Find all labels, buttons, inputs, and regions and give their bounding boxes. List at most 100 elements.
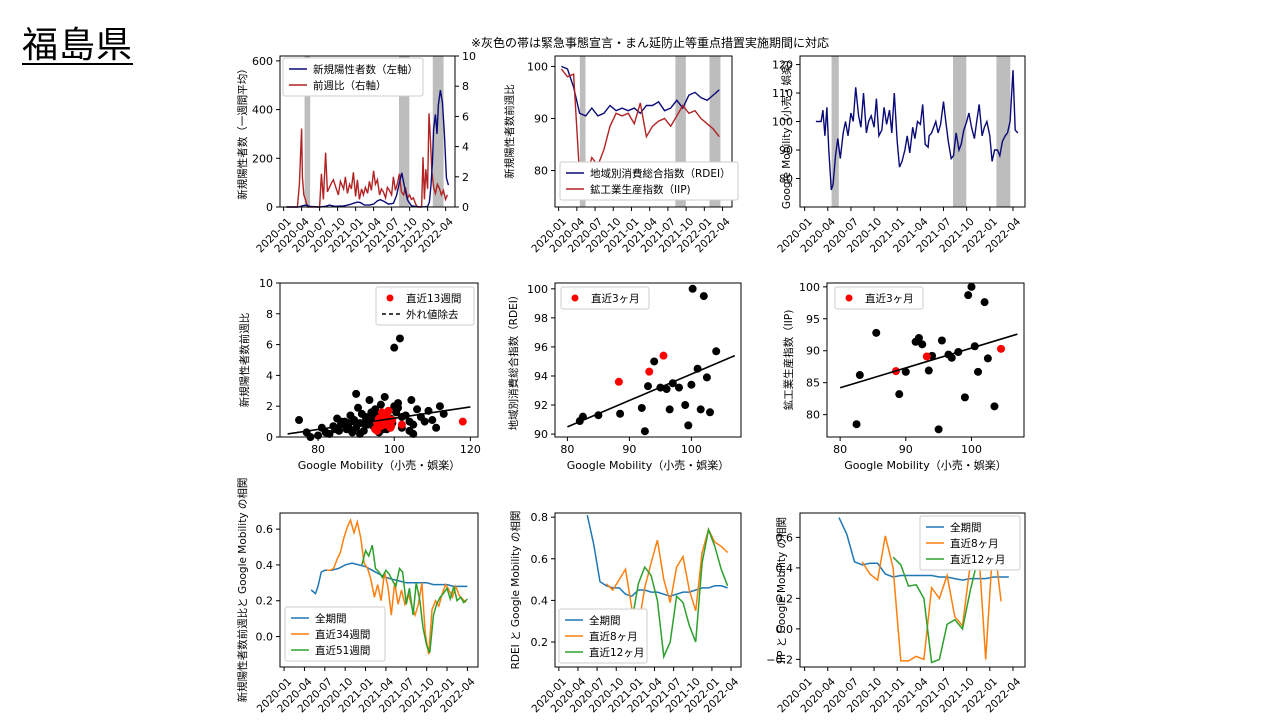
- c6-ylabel: 鉱工業生産指数（IIP): [782, 310, 795, 411]
- c7-series-recent2: [361, 544, 468, 653]
- c6-point: [934, 425, 943, 434]
- c8-legend-box: [558, 608, 648, 664]
- c5-y-tick-label: 100: [527, 283, 548, 296]
- c5-point: [688, 284, 697, 293]
- c4-point: [390, 343, 399, 352]
- c4-y-tick-label: 6: [266, 339, 273, 352]
- c6-point: [914, 333, 923, 342]
- c5-y-tick-label: 94: [534, 370, 548, 383]
- c1-y2-tick-label: 6: [462, 110, 469, 123]
- c5-frame: [554, 282, 742, 438]
- c6-frame: [826, 282, 1025, 438]
- c1-ylabel2: 新規陽性者数前週比: [503, 84, 516, 179]
- c1-legend-box: [282, 57, 424, 97]
- c8-legend-label: 直近8ヶ月: [589, 630, 638, 643]
- c7-legend-label: 直近51週間: [315, 644, 370, 657]
- c8-y-tick-label: 0.4: [531, 594, 549, 607]
- c4-point-recent: [378, 408, 387, 417]
- c6-y-tick-label: 95: [806, 313, 820, 326]
- c3-y-tick-label: 100: [772, 116, 793, 129]
- c4-point: [295, 416, 304, 425]
- c5-point: [681, 401, 690, 410]
- c2-frame: [554, 55, 733, 208]
- c2-y-tick-label: 100: [527, 60, 548, 73]
- c4-point: [314, 431, 323, 440]
- c7-y-tick-label: 0.0: [256, 631, 274, 644]
- c4-point: [409, 420, 418, 429]
- c5-regression-line: [567, 354, 736, 428]
- c5-point: [662, 385, 671, 394]
- c1-y-tick-label: 200: [252, 152, 273, 165]
- c4-point: [420, 417, 429, 426]
- c9-y-tick-label: 0.0: [776, 623, 794, 636]
- c4-point: [407, 396, 416, 405]
- c7-y-tick-label: 0.2: [256, 595, 274, 608]
- c4-point: [352, 389, 361, 398]
- c3-emergency-band: [996, 56, 1011, 207]
- c2-emergency-band: [675, 56, 686, 207]
- c5-y-tick-label: 98: [534, 312, 548, 325]
- c3-series-mobility: [815, 70, 1019, 191]
- c3-y-tick-label: 80: [779, 173, 793, 186]
- c3-y-tick-label: 110: [772, 87, 793, 100]
- c4-legend-box: [375, 286, 475, 326]
- c4-y-tick-label: 10: [259, 277, 273, 290]
- c6-y-tick-label: 90: [806, 345, 820, 358]
- c1-y2-tick-label: 8: [462, 80, 469, 93]
- c5-y-tick-label: 90: [534, 428, 548, 441]
- c1-emergency-band: [304, 56, 311, 207]
- c3-ylabel: Google Mobility（小売・娯楽）: [780, 54, 793, 209]
- c9-y-tick-label: 0.4: [776, 562, 794, 575]
- c2-legend-label: 鉱工業生産指数（IIP): [590, 183, 691, 196]
- c4-point: [380, 392, 389, 401]
- c5-point: [696, 405, 705, 414]
- c6-point: [918, 340, 927, 349]
- c8-series-all: [586, 514, 728, 598]
- c4-regression-line: [287, 406, 471, 435]
- c4-y-tick-label: 8: [266, 308, 273, 321]
- c6-point: [967, 282, 976, 291]
- c4-point-recent: [384, 406, 393, 415]
- c9-y-tick-label: 0.2: [776, 592, 794, 605]
- c4-point-recent: [458, 417, 467, 426]
- c4-point-recent: [379, 419, 388, 428]
- c4-point: [413, 405, 422, 414]
- c4-frame: [279, 282, 479, 438]
- c6-point: [895, 390, 904, 399]
- c1-emergency-band: [432, 56, 444, 207]
- c6-point-recent: [997, 344, 1006, 353]
- c5-point: [640, 427, 649, 436]
- c1-emergency-band: [399, 56, 410, 207]
- c5-ylabel: 地域別消費総合指数（RDEI）: [507, 290, 520, 431]
- c5-y-tick-label: 92: [534, 399, 548, 412]
- c5-legend-box: [560, 286, 650, 310]
- c4-legend-label: 外れ値除去: [406, 308, 459, 321]
- c1-legend-label: 前週比（右軸）: [313, 79, 387, 92]
- c7-ylabel: 新規陽性者数前週比と Google Mobility の相関: [236, 478, 249, 703]
- c5-point-recent: [614, 377, 623, 386]
- c4-point: [395, 334, 404, 343]
- c4-y-tick-label: 0: [266, 431, 273, 444]
- c6-point: [960, 393, 969, 402]
- c9-legend-label: 全期間: [950, 521, 982, 534]
- c1-series-cases: [286, 89, 450, 208]
- c5-y-tick-label: 96: [534, 341, 548, 354]
- c6-point: [872, 328, 881, 337]
- c6-regression-line: [839, 333, 1018, 389]
- c9-ylabel: IIP と Google Mobility の相関: [775, 517, 788, 663]
- c4-y-tick-label: 2: [266, 400, 273, 413]
- c5-point: [687, 380, 696, 389]
- c4-point: [355, 429, 364, 438]
- c4-point-recent: [373, 426, 382, 435]
- c1-y-tick-label: 0: [266, 201, 273, 214]
- c4-legend-label: 直近13週間: [406, 292, 461, 305]
- c7-legend-label: 全期間: [315, 612, 347, 625]
- c4-point: [428, 416, 437, 425]
- c2-legend-label: 地域別消費総合指数（RDEI）: [590, 167, 731, 180]
- c6-y-tick-label: 100: [799, 281, 820, 294]
- c4-point: [335, 426, 344, 435]
- c1-y-tick-label: 400: [252, 104, 273, 117]
- c1-series-ratio: [286, 113, 449, 208]
- c1-legend-label: 新規陽性者数（左軸）: [313, 63, 418, 76]
- c4-x-tick-label: 80: [311, 443, 325, 456]
